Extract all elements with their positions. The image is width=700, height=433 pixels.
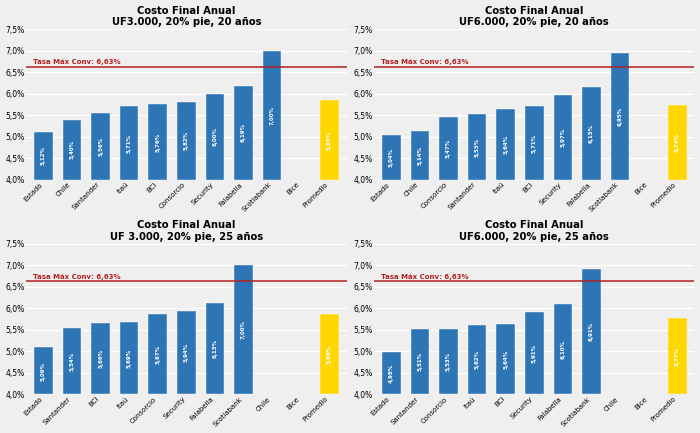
- Text: 5,85%: 5,85%: [327, 131, 332, 150]
- Bar: [120, 107, 139, 180]
- Bar: [91, 113, 110, 180]
- Bar: [148, 314, 167, 394]
- Text: 5,64%: 5,64%: [503, 135, 508, 154]
- Text: 5,40%: 5,40%: [69, 140, 74, 159]
- Bar: [148, 104, 167, 180]
- Text: 6,91%: 6,91%: [589, 322, 594, 341]
- Text: 5,82%: 5,82%: [184, 131, 189, 150]
- Text: 5,53%: 5,53%: [475, 137, 480, 157]
- Title: Costo Final Anual
UF 3.000, 20% pie, 25 años: Costo Final Anual UF 3.000, 20% pie, 25 …: [110, 220, 263, 242]
- Text: Tasa Máx Conv: 6,63%: Tasa Máx Conv: 6,63%: [381, 273, 468, 280]
- Text: Tasa Máx Conv: 6,63%: Tasa Máx Conv: 6,63%: [381, 59, 468, 65]
- Text: 5,04%: 5,04%: [389, 148, 394, 167]
- Bar: [91, 323, 110, 394]
- Text: 7,00%: 7,00%: [241, 320, 246, 339]
- Bar: [63, 120, 81, 180]
- Text: 5,87%: 5,87%: [155, 345, 160, 364]
- Text: 5,76%: 5,76%: [155, 132, 160, 152]
- Bar: [320, 314, 339, 394]
- Bar: [554, 304, 572, 394]
- Text: 5,74%: 5,74%: [675, 133, 680, 152]
- Bar: [263, 51, 281, 180]
- Bar: [668, 105, 687, 180]
- Text: 5,94%: 5,94%: [184, 343, 189, 362]
- Title: Costo Final Anual
UF6.000, 20% pie, 20 años: Costo Final Anual UF6.000, 20% pie, 20 a…: [459, 6, 609, 27]
- Bar: [234, 265, 253, 394]
- Text: 6,19%: 6,19%: [241, 123, 246, 142]
- Text: 5,91%: 5,91%: [532, 344, 537, 363]
- Text: 5,71%: 5,71%: [532, 134, 537, 153]
- Text: 5,64%: 5,64%: [503, 349, 508, 369]
- Bar: [382, 135, 400, 180]
- Bar: [496, 324, 515, 394]
- Bar: [234, 86, 253, 180]
- Bar: [525, 107, 544, 180]
- Text: 6,95%: 6,95%: [617, 107, 622, 126]
- Bar: [320, 100, 339, 180]
- Text: 5,12%: 5,12%: [41, 146, 46, 165]
- Bar: [411, 330, 429, 394]
- Bar: [582, 87, 601, 180]
- Text: 7,00%: 7,00%: [270, 106, 274, 125]
- Text: 5,62%: 5,62%: [475, 350, 480, 369]
- Bar: [468, 325, 486, 394]
- Bar: [206, 303, 224, 394]
- Bar: [496, 110, 515, 180]
- Text: 5,97%: 5,97%: [561, 128, 566, 147]
- Text: 6,13%: 6,13%: [213, 339, 218, 358]
- Text: 5,54%: 5,54%: [69, 352, 74, 371]
- Text: 5,86%: 5,86%: [327, 345, 332, 364]
- Bar: [411, 131, 429, 180]
- Text: Tasa Máx Conv: 6,63%: Tasa Máx Conv: 6,63%: [33, 273, 120, 280]
- Text: 4,98%: 4,98%: [389, 364, 394, 383]
- Bar: [582, 269, 601, 394]
- Text: 5,69%: 5,69%: [127, 349, 132, 368]
- Bar: [439, 329, 458, 394]
- Text: 5,14%: 5,14%: [417, 146, 422, 165]
- Bar: [611, 53, 629, 180]
- Text: 5,47%: 5,47%: [446, 139, 451, 158]
- Title: Costo Final Anual
UF6.000, 20% pie, 25 años: Costo Final Anual UF6.000, 20% pie, 25 a…: [459, 220, 609, 242]
- Bar: [34, 132, 52, 180]
- Bar: [177, 311, 196, 394]
- Text: 5,71%: 5,71%: [127, 134, 132, 153]
- Bar: [34, 348, 52, 394]
- Text: 6,00%: 6,00%: [213, 127, 218, 146]
- Title: Costo Final Anual
UF3.000, 20% pie, 20 años: Costo Final Anual UF3.000, 20% pie, 20 a…: [111, 6, 261, 27]
- Bar: [439, 117, 458, 180]
- Text: 5,53%: 5,53%: [446, 352, 451, 371]
- Bar: [206, 94, 224, 180]
- Bar: [177, 102, 196, 180]
- Text: 6,10%: 6,10%: [561, 340, 566, 359]
- Bar: [525, 312, 544, 394]
- Text: 6,15%: 6,15%: [589, 124, 594, 143]
- Bar: [468, 114, 486, 180]
- Text: 5,56%: 5,56%: [98, 137, 103, 156]
- Bar: [668, 318, 687, 394]
- Text: Tasa Máx Conv: 6,63%: Tasa Máx Conv: 6,63%: [33, 59, 120, 65]
- Bar: [63, 328, 81, 394]
- Bar: [120, 322, 139, 394]
- Text: 5,51%: 5,51%: [417, 352, 422, 372]
- Text: 5,77%: 5,77%: [675, 347, 680, 366]
- Text: 5,09%: 5,09%: [41, 362, 46, 381]
- Bar: [554, 95, 572, 180]
- Text: 5,66%: 5,66%: [98, 349, 103, 368]
- Bar: [382, 352, 400, 394]
